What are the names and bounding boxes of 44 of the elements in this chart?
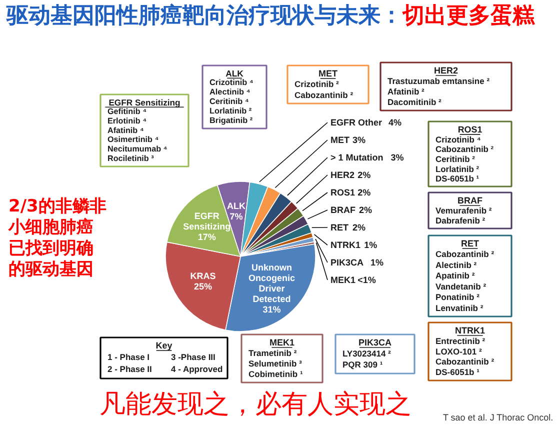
data-label: 3% — [352, 135, 366, 145]
slice-label: KRAS — [190, 270, 216, 281]
data-label: 31% — [262, 304, 281, 315]
text: T sao et al. J Thorac Oncol. — [442, 412, 554, 422]
text: ALK Crizotinib ⁴ Alectinib ⁴ Ceritinib ⁴ Lorlatinib ² Brigatinib ² — [210, 68, 254, 125]
slice-label: NTRK1 — [330, 240, 361, 250]
slice-label: MET — [330, 135, 350, 145]
data-label: 4% — [388, 118, 402, 128]
data-label: 2% — [358, 170, 371, 180]
slice-label: BRAF — [330, 205, 356, 215]
slice-label: MEK1 — [330, 275, 356, 285]
chart-title: 驱动基因阳性肺癌靶向治疗现状与未来： — [6, 2, 402, 28]
slice-label: EGFR Other — [330, 118, 382, 128]
data-label: 2% — [352, 222, 366, 232]
text: 2/3的非鳞非小细胞肺癌已找到明确的驱动基因 — [8, 196, 106, 280]
data-label: 1% — [370, 258, 384, 268]
data-label: 7% — [230, 212, 243, 222]
slice-label: Unknown Oncogenic Driver Detected — [248, 262, 296, 304]
text: 切出更多蛋糕 — [402, 4, 536, 28]
slice-label: ROS1 — [330, 188, 356, 198]
data-label: <1% — [358, 275, 376, 285]
text: BRAF Vemurafenib ² Dabrafenib ² — [436, 196, 492, 226]
text: Key 1 - Phase I 3 -Phase III 2 - Phase II 4 - Approved — [108, 340, 223, 374]
slice-label: > 1 Mutation — [330, 152, 384, 162]
text: HER2 Trastuzumab emtansine ² Afatinib ² Dacomitinib ² — [388, 66, 490, 107]
slice-label: ALK — [226, 201, 246, 212]
data-label: 25% — [194, 281, 212, 292]
text: PIK3CA LY3023414 ² PQR 309 ¹ — [342, 338, 392, 370]
text: MEK1 Trametinib ² Selumetinib ³ Cobimetinib ¹ — [248, 338, 303, 379]
slice-label: RET — [330, 222, 349, 232]
slice-label: EGFR Sensitizing — [183, 210, 231, 232]
slice-label: HER2 — [330, 170, 355, 180]
text: MET Crizotinib ² Cabozantinib ² — [294, 68, 354, 100]
data-label: 3% — [390, 152, 404, 162]
data-label: 17% — [198, 232, 216, 242]
text: NTRK1 Entrectinib ² LOXO-101 ² Cabozantinib ² DS-6051b ¹ — [436, 326, 494, 378]
text: ROS1 Crizotinib ⁴ Cabozantinib ² Ceritinib ² Lorlatinib ² DS-6051b ¹ — [436, 124, 494, 184]
text: 凡能发现之，必有人实现之 — [100, 390, 412, 420]
text: RET Cabozantinib ² Alectinib ² Apatinib ² Vandetanib ² Ponatinib ² Lenvatinib ² — [436, 238, 494, 313]
data-label: 1% — [364, 240, 378, 250]
data-label: 2% — [358, 205, 372, 215]
slice-label: PIK3CA — [330, 258, 364, 268]
data-label: 2% — [358, 188, 371, 198]
text: EGFR Sensitizing Gefitinib ⁴ Erlotinib ⁴ Afatinib ⁴ Osimertinib ⁴ Necitumumab ⁴ Rociletinib ³ — [108, 98, 180, 164]
